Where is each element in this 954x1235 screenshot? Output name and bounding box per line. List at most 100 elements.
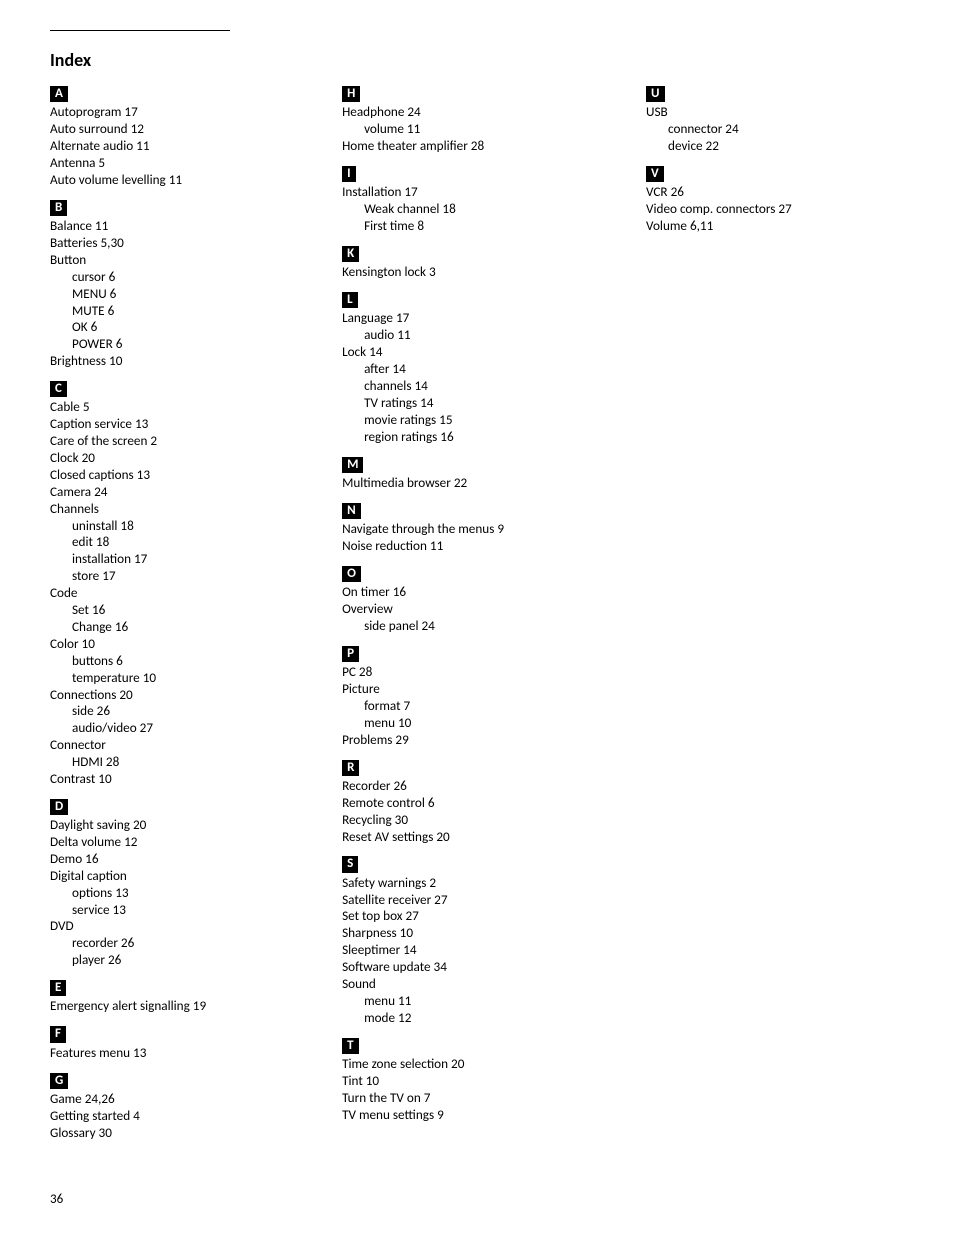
index-letter: I — [342, 166, 355, 182]
index-column-2: HHeadphone 24volume 11Home theater ampli… — [342, 77, 600, 1144]
index-letter: M — [342, 457, 363, 473]
index-entry: Features menu 13 — [50, 1045, 296, 1062]
index-section: Time zone selection 20Tint 10Turn the TV… — [342, 1056, 600, 1124]
index-letter: C — [50, 381, 67, 397]
index-letter: S — [342, 856, 358, 872]
index-entry: Closed captions 13 — [50, 467, 296, 484]
index-subentry: channels 14 — [342, 378, 600, 395]
index-subentry: MENU 6 — [50, 286, 296, 303]
index-letter: K — [342, 246, 359, 262]
index-section: VCR 26Video comp. connectors 27Volume 6,… — [646, 184, 904, 235]
index-entry: Button — [50, 252, 296, 269]
index-entry: Game 24,26 — [50, 1091, 296, 1108]
index-section: Autoprogram 17Auto surround 12Alternate … — [50, 104, 296, 188]
index-entry: PC 28 — [342, 664, 600, 681]
index-entry: Kensington lock 3 — [342, 264, 600, 281]
index-entry: Getting started 4 — [50, 1108, 296, 1125]
index-section: Daylight saving 20Delta volume 12Demo 16… — [50, 817, 296, 969]
index-subentry: Change 16 — [50, 619, 296, 636]
index-entry: Sharpness 10 — [342, 925, 600, 942]
index-subentry: edit 18 — [50, 534, 296, 551]
index-entry: Time zone selection 20 — [342, 1056, 600, 1073]
index-entry: Brightness 10 — [50, 353, 296, 370]
page-title: Index — [50, 49, 904, 71]
index-letter: T — [342, 1038, 358, 1054]
index-entry: Reset AV settings 20 — [342, 829, 600, 846]
index-entry: Alternate audio 11 — [50, 138, 296, 155]
index-columns: AAutoprogram 17Auto surround 12Alternate… — [50, 77, 904, 1144]
index-subentry: movie ratings 15 — [342, 412, 600, 429]
index-entry: Connections 20 — [50, 687, 296, 704]
index-entry: USB — [646, 104, 904, 121]
index-letter: V — [646, 166, 664, 182]
index-entry: Balance 11 — [50, 218, 296, 235]
index-subentry: mode 12 — [342, 1010, 600, 1027]
index-entry: Installation 17 — [342, 184, 600, 201]
index-section: Installation 17Weak channel 18First time… — [342, 184, 600, 235]
index-entry: Sound — [342, 976, 600, 993]
index-column-3: U USBconnector 24device 22 V VCR 26Video co… — [646, 77, 904, 1144]
index-subentry: uninstall 18 — [50, 518, 296, 535]
horizontal-rule — [50, 30, 230, 31]
index-subentry: installation 17 — [50, 551, 296, 568]
index-entry: Home theater amplifier 28 — [342, 138, 600, 155]
index-entry: Code — [50, 585, 296, 602]
index-entry: Auto volume levelling 11 — [50, 172, 296, 189]
index-subentry: volume 11 — [342, 121, 600, 138]
index-letter: U — [646, 86, 665, 102]
index-letter: G — [50, 1073, 68, 1089]
page-number: 36 — [50, 1192, 63, 1207]
index-entry: Contrast 10 — [50, 771, 296, 788]
index-subentry: side panel 24 — [342, 618, 600, 635]
index-subentry: menu 11 — [342, 993, 600, 1010]
index-letter: P — [342, 646, 359, 662]
index-subentry: audio 11 — [342, 327, 600, 344]
index-entry: Picture — [342, 681, 600, 698]
index-subentry: after 14 — [342, 361, 600, 378]
index-entry: Caption service 13 — [50, 416, 296, 433]
index-entry: Recorder 26 — [342, 778, 600, 795]
index-section: Headphone 24volume 11Home theater amplif… — [342, 104, 600, 155]
index-letter: E — [50, 980, 66, 996]
index-entry: Problems 29 — [342, 732, 600, 749]
index-entry: Headphone 24 — [342, 104, 600, 121]
index-subentry: audio/video 27 — [50, 720, 296, 737]
index-letter: D — [50, 799, 68, 815]
index-entry: Overview — [342, 601, 600, 618]
index-subentry: First time 8 — [342, 218, 600, 235]
index-section: Language 17audio 11Lock 14after 14channe… — [342, 310, 600, 445]
index-section: Cable 5Caption service 13Care of the scr… — [50, 399, 296, 787]
index-entry: Batteries 5,30 — [50, 235, 296, 252]
index-entry: Recycling 30 — [342, 812, 600, 829]
index-section: Multimedia browser 22 — [342, 475, 600, 492]
index-subentry: OK 6 — [50, 319, 296, 336]
index-section: Safety warnings 2Satellite receiver 27Se… — [342, 875, 600, 1027]
index-subentry: buttons 6 — [50, 653, 296, 670]
index-entry: Antenna 5 — [50, 155, 296, 172]
index-entry: Turn the TV on 7 — [342, 1090, 600, 1107]
index-subentry: connector 24 — [646, 121, 904, 138]
index-entry: Daylight saving 20 — [50, 817, 296, 834]
index-entry: Connector — [50, 737, 296, 754]
index-entry: Sleeptimer 14 — [342, 942, 600, 959]
index-subentry: cursor 6 — [50, 269, 296, 286]
index-section: On timer 16Overviewside panel 24 — [342, 584, 600, 635]
index-entry: Satellite receiver 27 — [342, 892, 600, 909]
index-subentry: Set 16 — [50, 602, 296, 619]
index-entry: Lock 14 — [342, 344, 600, 361]
index-entry: DVD — [50, 918, 296, 935]
index-section: USBconnector 24device 22 — [646, 104, 904, 155]
index-section: Recorder 26Remote control 6Recycling 30R… — [342, 778, 600, 846]
index-letter: B — [50, 200, 67, 216]
index-entry: Noise reduction 11 — [342, 538, 600, 555]
index-entry: Set top box 27 — [342, 908, 600, 925]
index-entry: Care of the screen 2 — [50, 433, 296, 450]
index-entry: Cable 5 — [50, 399, 296, 416]
index-subentry: menu 10 — [342, 715, 600, 732]
index-entry: Software update 34 — [342, 959, 600, 976]
index-subentry: MUTE 6 — [50, 303, 296, 320]
index-subentry: options 13 — [50, 885, 296, 902]
index-section: Game 24,26Getting started 4Glossary 30 — [50, 1091, 296, 1142]
index-entry: Digital caption — [50, 868, 296, 885]
index-letter: O — [342, 566, 361, 582]
